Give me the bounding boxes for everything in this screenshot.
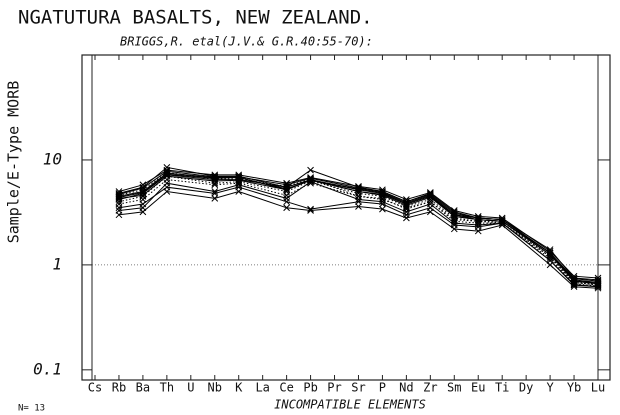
- x-tick-label: Cs: [88, 381, 102, 395]
- x-tick-label: Sm: [447, 381, 461, 395]
- plot-frame: [81, 54, 611, 381]
- data-point: [307, 205, 314, 213]
- data-point: [139, 204, 147, 212]
- data-point: [403, 214, 410, 222]
- series-line: [118, 175, 599, 285]
- x-tick-label: P: [379, 381, 386, 395]
- x-tick-label: U: [187, 381, 194, 395]
- data-point: [355, 196, 362, 203]
- data-point: [283, 198, 290, 206]
- data-point: [474, 216, 482, 223]
- x-tick-label: Rb: [112, 381, 126, 395]
- y-tick-label: 10: [43, 149, 62, 168]
- y-axis-label: Sample/E-Type MORB: [5, 81, 23, 244]
- x-tick-label: Dy: [519, 381, 533, 395]
- data-point: [426, 200, 434, 208]
- data-point: [139, 191, 147, 199]
- x-tick-label: Yb: [567, 381, 581, 395]
- data-point: [211, 177, 219, 185]
- data-point: [570, 276, 578, 284]
- data-point: [163, 172, 171, 180]
- x-tick-label: Lu: [591, 381, 605, 395]
- series-line: [118, 166, 599, 281]
- y-tick-label: 0.1: [33, 359, 62, 378]
- series-line: [118, 179, 599, 287]
- data-point: [426, 192, 434, 200]
- x-tick-label: Nd: [399, 381, 413, 395]
- data-point: [139, 186, 147, 194]
- data-point: [307, 176, 314, 184]
- sample-count: N= 13: [18, 404, 45, 414]
- data-point: [570, 277, 578, 285]
- y-tick-label: 1: [52, 254, 62, 273]
- x-tick-label: Ba: [136, 381, 150, 395]
- data-point: [474, 221, 482, 229]
- x-tick-label: Pr: [327, 381, 341, 395]
- data-point: [403, 200, 410, 208]
- x-tick-label: Eu: [471, 381, 485, 395]
- data-point: [115, 194, 123, 201]
- data-point: [307, 178, 314, 186]
- data-point: [115, 195, 123, 202]
- data-point: [426, 191, 434, 198]
- data-point: [379, 188, 386, 195]
- data-point: [379, 205, 386, 213]
- data-point: [403, 211, 410, 219]
- data-point: [594, 280, 602, 288]
- data-point: [235, 176, 243, 184]
- data-point: [307, 166, 314, 174]
- data-point: [546, 257, 554, 264]
- data-point: [498, 217, 506, 225]
- x-tick-label: K: [235, 381, 243, 395]
- x-tick-label: Zr: [423, 381, 437, 395]
- data-point: [115, 207, 123, 214]
- data-point: [163, 179, 171, 187]
- data-point: [450, 219, 458, 227]
- data-point: [283, 179, 290, 187]
- data-point: [283, 181, 290, 189]
- data-point: [283, 186, 290, 194]
- x-tick-label: La: [255, 381, 269, 395]
- data-point: [139, 184, 147, 192]
- data-point: [403, 208, 410, 216]
- data-point: [355, 203, 362, 210]
- x-tick-label: Y: [546, 381, 554, 395]
- data-point: [163, 167, 171, 175]
- data-point: [379, 191, 386, 198]
- data-point: [379, 198, 386, 206]
- x-tick-label: Ce: [279, 381, 293, 395]
- chart-subtitle: BRIGGS,R. etal(J.V.& G.R.40:55-70):: [120, 35, 373, 49]
- x-tick-label: Th: [160, 381, 174, 395]
- x-tick-label: Ti: [495, 381, 509, 395]
- data-point: [283, 204, 290, 212]
- data-point: [570, 275, 578, 282]
- data-point: [546, 251, 554, 259]
- x-tick-label: Pb: [303, 381, 317, 395]
- data-point: [426, 198, 434, 206]
- data-point: [115, 200, 123, 208]
- x-tick-label: Sr: [351, 381, 365, 395]
- x-tick-label: Nb: [208, 381, 222, 395]
- data-point: [211, 188, 219, 195]
- data-point: [283, 195, 290, 202]
- x-axis-label: INCOMPATIBLE ELEMENTS: [274, 398, 426, 412]
- data-point: [450, 213, 458, 220]
- data-point: [355, 188, 362, 195]
- data-point: [211, 195, 219, 202]
- data-point: [594, 283, 602, 291]
- series-line: [118, 175, 599, 285]
- chart-title: NGATUTURA BASALTS, NEW ZEALAND.: [18, 7, 373, 29]
- data-point: [546, 249, 554, 257]
